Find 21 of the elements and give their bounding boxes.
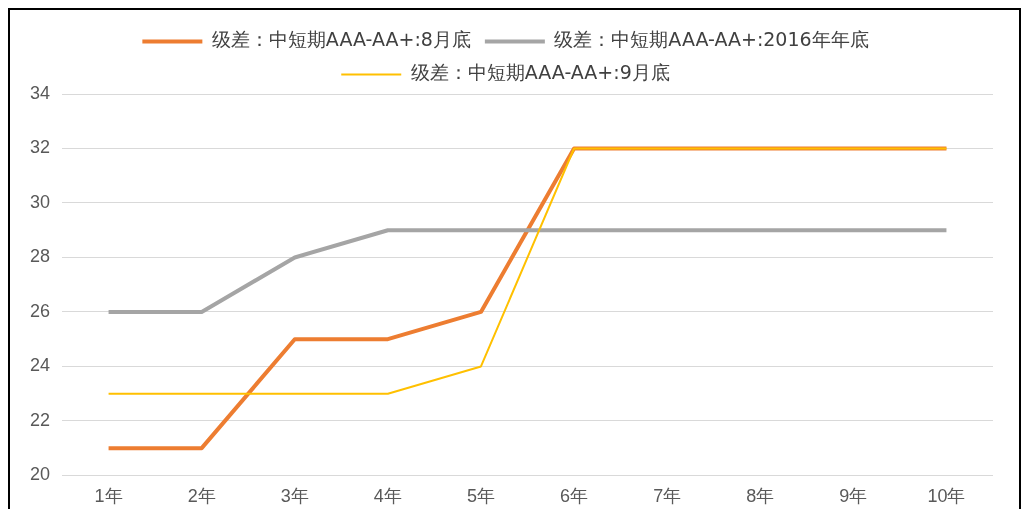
legend-label: 级差：中短期AAA-AA+:8月底 [211, 28, 471, 51]
x-tick-label: 6年 [560, 486, 589, 507]
y-tick-label: 24 [29, 355, 51, 376]
x-tick-label: 8年 [746, 486, 775, 507]
y-tick-label: 32 [29, 137, 51, 158]
x-tick-label: 5年 [466, 486, 495, 507]
y-tick-label: 26 [29, 300, 51, 321]
y-tick-label: 34 [29, 82, 51, 103]
y-tick-label: 30 [29, 191, 51, 212]
legend-label: 级差：中短期AAA-AA+:2016年年底 [554, 28, 869, 51]
y-tick-label: 20 [29, 464, 51, 485]
x-tick-label: 3年 [280, 486, 309, 507]
x-tick-label: 2年 [187, 486, 216, 507]
x-tick-label: 10年 [927, 486, 966, 507]
y-tick-label: 22 [29, 409, 51, 430]
x-tick-label: 4年 [373, 486, 402, 507]
x-tick-label: 7年 [653, 486, 682, 507]
legend-label: 级差：中短期AAA-AA+:9月底 [410, 61, 670, 84]
x-tick-label: 9年 [839, 486, 868, 507]
x-tick-label: 1年 [94, 486, 123, 507]
y-tick-label: 28 [29, 246, 51, 267]
